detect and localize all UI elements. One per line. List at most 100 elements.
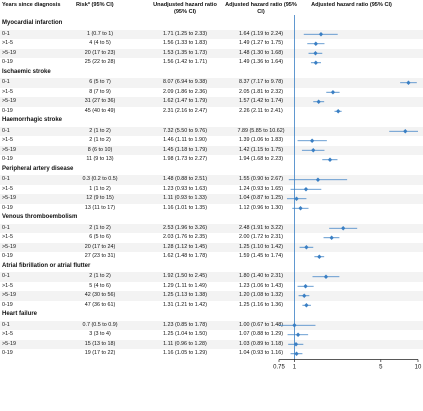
point-estimate xyxy=(340,226,346,231)
row-band xyxy=(0,194,423,204)
adjusted-hr: 1.25 (1.16 to 1.36) xyxy=(238,301,284,308)
risk-value: 45 (40 to 49) xyxy=(84,107,116,114)
adjusted-hr: 1.42 (1.15 to 1.75) xyxy=(238,146,284,153)
unadjusted-hr: 1.56 (1.42 to 1.71) xyxy=(162,59,208,66)
period-label: 0-1 xyxy=(2,79,10,86)
point-estimate xyxy=(298,206,303,211)
period-label: 0-1 xyxy=(2,224,10,231)
point-estimate xyxy=(303,284,308,289)
unadjusted-hr: 1.48 (0.88 to 2.51) xyxy=(162,176,208,183)
period-label: 0-1 xyxy=(2,176,10,183)
period-label: >1-5 xyxy=(2,40,13,47)
header-plot: Adjusted hazard ratio (95% CI) xyxy=(311,2,392,8)
point-estimate xyxy=(303,187,309,192)
row-band xyxy=(0,223,423,233)
risk-value: 25 (22 to 28) xyxy=(84,59,116,66)
adjusted-hr: 1.23 (1.06 to 1.43) xyxy=(238,282,284,289)
risk-value: 6 (5 to 7) xyxy=(89,79,111,86)
adjusted-hr: 2.00 (1.72 to 2.31) xyxy=(238,234,284,241)
unadjusted-hr: 8.07 (6.94 to 9.38) xyxy=(162,79,208,86)
unadjusted-hr: 1.45 (1.18 to 1.79) xyxy=(162,146,208,153)
row-band xyxy=(0,126,423,136)
unadjusted-hr: 1.11 (0.93 to 1.33) xyxy=(163,195,207,202)
point-estimate xyxy=(313,51,318,56)
adjusted-hr: 1.00 (0.67 to 1.48) xyxy=(238,321,284,328)
point-estimate xyxy=(313,41,319,46)
row-band xyxy=(0,175,423,185)
period-label: 0-19 xyxy=(2,59,13,66)
adjusted-hr: 2.05 (1.81 to 2.32) xyxy=(238,88,284,95)
period-label: >5-19 xyxy=(2,340,16,347)
risk-value: 3 (3 to 4) xyxy=(89,331,111,338)
risk-value: 2 (1 to 2) xyxy=(89,137,111,144)
risk-value: 0.3 (0.2 to 0.5) xyxy=(82,176,118,183)
group-label: Venous thromboembolism xyxy=(2,214,78,220)
point-estimate xyxy=(304,245,309,250)
risk-value: 20 (17 to 23) xyxy=(84,49,116,56)
x-tick-label: 10 xyxy=(415,365,422,371)
unadjusted-hr: 1.23 (0.93 to 1.63) xyxy=(162,185,208,192)
risk-value: 20 (17 to 24) xyxy=(84,243,116,250)
period-label: 0-19 xyxy=(2,253,13,260)
risk-value: 8 (6 to 10) xyxy=(87,146,113,153)
group-label: Peripheral artery disease xyxy=(2,165,74,172)
adjusted-hr: 1.39 (1.06 to 1.83) xyxy=(238,137,284,144)
unadjusted-hr: 1.28 (1.12 to 1.45) xyxy=(162,243,208,250)
adjusted-hr: 1.94 (1.68 to 2.23) xyxy=(238,156,284,163)
unadjusted-hr: 7.32 (5.50 to 9.76) xyxy=(162,127,208,134)
risk-value: 2 (1 to 2) xyxy=(89,224,111,231)
row-band xyxy=(0,48,423,58)
x-tick-label: 0.75 xyxy=(273,365,285,371)
risk-value: 13 (11 to 17) xyxy=(84,204,116,211)
period-label: >1-5 xyxy=(2,185,13,192)
risk-value: 2 (1 to 2) xyxy=(89,127,111,134)
risk-value: 27 (23 to 31) xyxy=(84,253,116,260)
point-estimate xyxy=(302,293,307,298)
unadjusted-hr: 1.53 (1.35 to 1.73) xyxy=(162,49,208,56)
period-label: >5-19 xyxy=(2,243,16,250)
point-estimate xyxy=(403,129,408,134)
group-label: Atrial fibrillation or atrial flutter xyxy=(2,262,91,269)
point-estimate xyxy=(406,80,411,85)
unadjusted-hr: 2.31 (2.16 to 2.47) xyxy=(162,107,208,114)
unadjusted-hr: 1.25 (1.04 to 1.50) xyxy=(162,331,208,338)
point-estimate xyxy=(304,303,309,308)
period-label: 0-1 xyxy=(2,273,10,280)
risk-value: 0.7 (0.5 to 0.9) xyxy=(82,321,118,328)
risk-value: 31 (27 to 36) xyxy=(84,98,116,105)
adjusted-hr: 1.25 (1.10 to 1.42) xyxy=(238,243,284,250)
period-label: >5-19 xyxy=(2,195,16,202)
group-label: Heart failure xyxy=(2,311,38,317)
row-band xyxy=(0,291,423,301)
row-band xyxy=(0,29,423,39)
adjusted-hr: 1.12 (0.96 to 1.30) xyxy=(238,204,284,211)
row-band xyxy=(0,97,423,107)
unadjusted-hr: 2.03 (1.76 to 2.35) xyxy=(162,234,208,241)
row-band xyxy=(0,242,423,252)
unadjusted-hr: 1.98 (1.73 to 2.27) xyxy=(162,156,208,163)
header-years: Years since diagnosis xyxy=(2,2,61,8)
adjusted-hr: 1.07 (0.88 to 1.29) xyxy=(238,331,284,338)
unadjusted-hr: 1.62 (1.47 to 1.79) xyxy=(162,98,208,105)
adjusted-hr: 1.64 (1.19 to 2.24) xyxy=(238,30,284,37)
unadjusted-hr: 1.16 (1.01 to 1.35) xyxy=(162,204,208,211)
unadjusted-hr: 1.31 (1.21 to 1.42) xyxy=(162,301,208,308)
period-label: >5-19 xyxy=(2,98,16,105)
period-label: >1-5 xyxy=(2,137,13,144)
risk-value: 1 (1 to 2) xyxy=(89,185,111,192)
point-estimate xyxy=(315,177,321,182)
point-estimate xyxy=(330,90,336,95)
row-band xyxy=(0,339,423,349)
adjusted-hr: 1.59 (1.45 to 1.74) xyxy=(238,253,284,260)
risk-value: 15 (13 to 18) xyxy=(84,340,116,347)
group-label: Ischaemic stroke xyxy=(2,68,51,75)
risk-value: 1 (0.7 to 1) xyxy=(86,30,114,37)
row-band xyxy=(0,78,423,88)
unadjusted-hr: 2.53 (1.96 to 3.26) xyxy=(162,224,208,231)
risk-value: 2 (1 to 2) xyxy=(89,273,111,280)
unadjusted-hr: 1.71 (1.25 to 2.33) xyxy=(162,30,208,37)
period-label: 0-19 xyxy=(2,107,13,114)
point-estimate xyxy=(311,148,316,153)
header-adjusted: Adjusted hazard ratio (95% CI) xyxy=(225,2,297,15)
header-unadjusted: Unadjusted hazard ratio (95% CI) xyxy=(153,2,217,15)
